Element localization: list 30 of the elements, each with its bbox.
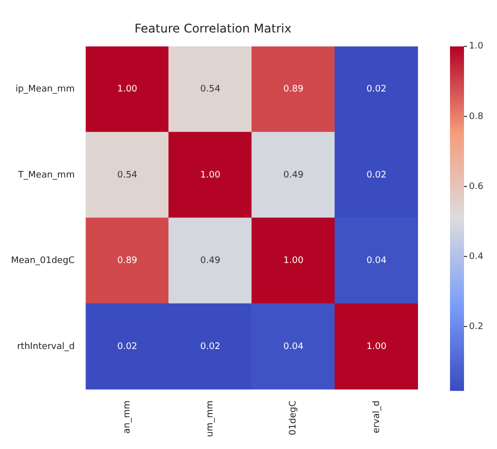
data-label: 1.00 bbox=[283, 256, 304, 266]
x-tick-label: um_mm bbox=[206, 400, 216, 438]
x-tick-label: erval_d bbox=[372, 400, 382, 434]
data-label: 0.02 bbox=[200, 342, 220, 352]
data-label: 1.00 bbox=[366, 342, 387, 352]
color-bar-label: 0.4 bbox=[469, 252, 484, 262]
y-tick-label: T_Mean_mm bbox=[17, 170, 75, 180]
data-label: 0.02 bbox=[366, 84, 386, 95]
data-label: 0.54 bbox=[117, 170, 138, 180]
data-label: 0.89 bbox=[283, 84, 304, 95]
y-tick-label: rthInterval_d bbox=[17, 342, 75, 352]
x-tick-label: an_mm bbox=[122, 400, 133, 434]
data-label: 0.54 bbox=[200, 84, 221, 95]
chart-title: Feature Correlation Matrix bbox=[134, 21, 292, 36]
x-tick-label: 01degC bbox=[288, 400, 299, 436]
data-label: 0.02 bbox=[366, 170, 386, 180]
data-label: 0.04 bbox=[366, 256, 387, 266]
color-bar-label: 0.6 bbox=[469, 182, 484, 192]
color-bar-label: 1.0 bbox=[469, 42, 484, 52]
data-label: 0.04 bbox=[283, 342, 304, 352]
color-bar-label: 0.8 bbox=[469, 112, 484, 122]
color-bar-label: 0.2 bbox=[469, 322, 484, 332]
data-label: 0.89 bbox=[117, 256, 138, 266]
data-label: 0.49 bbox=[283, 170, 304, 180]
y-tick-label: Mean_01degC bbox=[10, 256, 75, 266]
data-label: 0.02 bbox=[117, 342, 138, 352]
data-label: 1.00 bbox=[200, 170, 221, 180]
data-label: 1.00 bbox=[117, 84, 138, 95]
data-label: 0.49 bbox=[200, 256, 221, 266]
y-tick-label: ip_Mean_mm bbox=[15, 84, 75, 95]
